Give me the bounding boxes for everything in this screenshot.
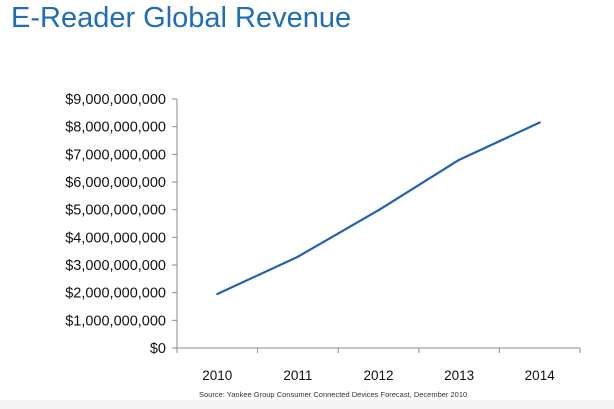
y-tick-label: $2,000,000,000 (65, 286, 166, 302)
y-tick-label: $0 (150, 341, 166, 357)
x-tick-label: 2014 (525, 368, 556, 383)
y-tick-label: $7,000,000,000 (65, 147, 166, 163)
y-tick-label: $4,000,000,000 (65, 230, 166, 246)
bottom-strip (0, 400, 614, 409)
y-tick-label: $6,000,000,000 (65, 175, 166, 191)
data-point (538, 121, 541, 124)
source-note: Source: Yankee Group Consumer Connected … (199, 390, 468, 399)
series-line (216, 121, 541, 296)
x-tick-label: 2013 (444, 368, 474, 383)
y-tick-label: $8,000,000,000 (65, 120, 166, 136)
y-tick-label: $5,000,000,000 (65, 203, 166, 219)
data-point (296, 255, 299, 258)
data-point (458, 158, 461, 161)
chart-title: E-Reader Global Revenue (11, 2, 352, 34)
y-tick-label: $3,000,000,000 (65, 258, 166, 274)
x-tick-label: 2012 (363, 368, 393, 383)
x-tick-label: 2011 (283, 368, 312, 383)
data-point (377, 209, 380, 212)
x-tick-label: 2010 (202, 368, 232, 383)
y-tick-label: $9,000,000,000 (65, 92, 166, 108)
y-tick-label: $1,000,000,000 (65, 313, 166, 329)
data-point (216, 292, 219, 296)
